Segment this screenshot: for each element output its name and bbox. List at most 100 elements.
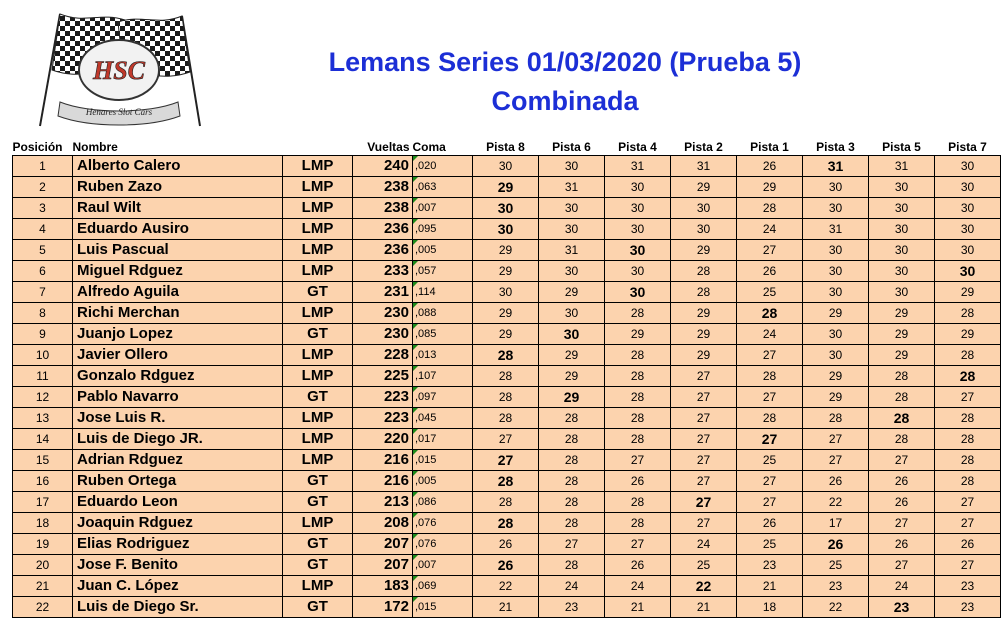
category-cell: LMP bbox=[282, 365, 353, 387]
category-cell: LMP bbox=[282, 512, 353, 534]
table-row: 6 Miguel Rdguez LMP 233,057 29 30 30 28 26 30 30 30 bbox=[12, 260, 1001, 282]
pista-cell: 31 bbox=[538, 239, 605, 261]
coma-cell: ,085 bbox=[412, 323, 473, 345]
coma-cell: ,069 bbox=[412, 575, 473, 597]
table-row: 16 Ruben Ortega GT 216,005 28 28 26 27 27 26 26 28 bbox=[12, 470, 1001, 492]
pista-cell: 28 bbox=[472, 512, 539, 534]
pista-cell: 28 bbox=[604, 407, 671, 429]
pista-cell: 28 bbox=[472, 365, 539, 387]
category-cell: LMP bbox=[282, 407, 353, 429]
pista-cell: 28 bbox=[472, 470, 539, 492]
pista-cell: 30 bbox=[868, 260, 935, 282]
pista-cell: 30 bbox=[670, 197, 737, 219]
laps-cell: 216 bbox=[352, 449, 413, 471]
pista-cell: 30 bbox=[604, 239, 671, 261]
driver-name-cell: Alberto Calero bbox=[72, 155, 283, 177]
laps-cell: 183 bbox=[352, 575, 413, 597]
pista-cell: 22 bbox=[670, 575, 737, 597]
driver-name-cell: Miguel Rdguez bbox=[72, 260, 283, 282]
pista-cell: 24 bbox=[670, 533, 737, 555]
pista-cell: 29 bbox=[604, 323, 671, 345]
pista-cell: 23 bbox=[868, 596, 935, 618]
coma-cell: ,063 bbox=[412, 176, 473, 198]
pista-cell: 30 bbox=[802, 260, 869, 282]
laps-cell: 240 bbox=[352, 155, 413, 177]
position-cell: 6 bbox=[12, 260, 73, 282]
pista-cell: 29 bbox=[538, 281, 605, 303]
pista-cell: 24 bbox=[736, 323, 803, 345]
laps-cell: 220 bbox=[352, 428, 413, 450]
pista-cell: 27 bbox=[472, 449, 539, 471]
pista-cell: 30 bbox=[868, 281, 935, 303]
pista-cell: 25 bbox=[736, 281, 803, 303]
laps-cell: 238 bbox=[352, 197, 413, 219]
position-cell: 12 bbox=[12, 386, 73, 408]
coma-cell: ,088 bbox=[412, 302, 473, 324]
page-title: Lemans Series 01/03/2020 (Prueba 5) bbox=[328, 47, 802, 77]
pista-cell: 28 bbox=[934, 428, 1001, 450]
driver-name-cell: Raul Wilt bbox=[72, 197, 283, 219]
pista-cell: 28 bbox=[736, 197, 803, 219]
pista-cell: 28 bbox=[934, 449, 1001, 471]
pista-cell: 27 bbox=[670, 512, 737, 534]
laps-cell: 223 bbox=[352, 386, 413, 408]
pista-cell: 28 bbox=[538, 470, 605, 492]
driver-name-cell: Elias Rodriguez bbox=[72, 533, 283, 555]
position-cell: 9 bbox=[12, 323, 73, 345]
pista-cell: 28 bbox=[472, 386, 539, 408]
pista-cell: 31 bbox=[604, 155, 671, 177]
laps-cell: 208 bbox=[352, 512, 413, 534]
pista-cell: 31 bbox=[802, 218, 869, 240]
pista-cell: 26 bbox=[472, 554, 539, 576]
pista-cell: 29 bbox=[472, 302, 539, 324]
pista-cell: 28 bbox=[868, 365, 935, 387]
pista-cell: 30 bbox=[604, 176, 671, 198]
position-cell: 7 bbox=[12, 281, 73, 303]
pista-cell: 26 bbox=[472, 533, 539, 555]
laps-cell: 207 bbox=[352, 533, 413, 555]
table-row: 8 Richi Merchan LMP 230,088 29 30 28 29 28 29 29 28 bbox=[12, 302, 1001, 324]
header-coma: Coma bbox=[412, 139, 473, 156]
driver-name-cell: Eduardo Leon bbox=[72, 491, 283, 513]
pista-cell: 27 bbox=[934, 491, 1001, 513]
category-cell: LMP bbox=[282, 260, 353, 282]
pista-cell: 28 bbox=[934, 302, 1001, 324]
pista-cell: 29 bbox=[472, 239, 539, 261]
table-row: 11 Gonzalo Rdguez LMP 225,107 28 29 28 27 28 29 28… bbox=[12, 365, 1001, 387]
pista-cell: 30 bbox=[868, 218, 935, 240]
header-pista: Pista 5 bbox=[868, 139, 935, 156]
header-pista: Pista 4 bbox=[604, 139, 671, 156]
pista-cell: 29 bbox=[670, 239, 737, 261]
table-row: 14 Luis de Diego JR. LMP 220,017 27 28 28 27 27 2… bbox=[12, 428, 1001, 450]
category-cell: LMP bbox=[282, 176, 353, 198]
laps-cell: 228 bbox=[352, 344, 413, 366]
pista-cell: 28 bbox=[538, 407, 605, 429]
pista-cell: 27 bbox=[670, 428, 737, 450]
header-pista: Pista 1 bbox=[736, 139, 803, 156]
pista-cell: 27 bbox=[670, 386, 737, 408]
driver-name-cell: Jose F. Benito bbox=[72, 554, 283, 576]
category-cell: LMP bbox=[282, 218, 353, 240]
pista-cell: 24 bbox=[736, 218, 803, 240]
pista-cell: 28 bbox=[934, 365, 1001, 387]
table-row: 15 Adrian Rdguez LMP 216,015 27 28 27 27 25 27 27 2… bbox=[12, 449, 1001, 471]
pista-cell: 27 bbox=[802, 428, 869, 450]
category-cell: GT bbox=[282, 554, 353, 576]
pista-cell: 29 bbox=[472, 323, 539, 345]
pista-cell: 27 bbox=[604, 533, 671, 555]
pista-cell: 28 bbox=[868, 386, 935, 408]
coma-cell: ,095 bbox=[412, 218, 473, 240]
logo-subtext: Henares Slot Cars bbox=[85, 107, 153, 117]
pista-cell: 23 bbox=[538, 596, 605, 618]
pista-cell: 30 bbox=[934, 197, 1001, 219]
pista-cell: 30 bbox=[538, 218, 605, 240]
pista-cell: 29 bbox=[868, 323, 935, 345]
header-vueltas: Vueltas bbox=[352, 139, 413, 156]
table-row: 12 Pablo Navarro GT 223,097 28 29 28 27 27 29 28 27 bbox=[12, 386, 1001, 408]
table-row: 21 Juan C. López LMP 183,069 22 24 24 22 21 23 24 2… bbox=[12, 575, 1001, 597]
pista-cell: 27 bbox=[934, 512, 1001, 534]
category-cell: LMP bbox=[282, 449, 353, 471]
position-cell: 4 bbox=[12, 218, 73, 240]
pista-cell: 28 bbox=[604, 302, 671, 324]
laps-cell: 233 bbox=[352, 260, 413, 282]
